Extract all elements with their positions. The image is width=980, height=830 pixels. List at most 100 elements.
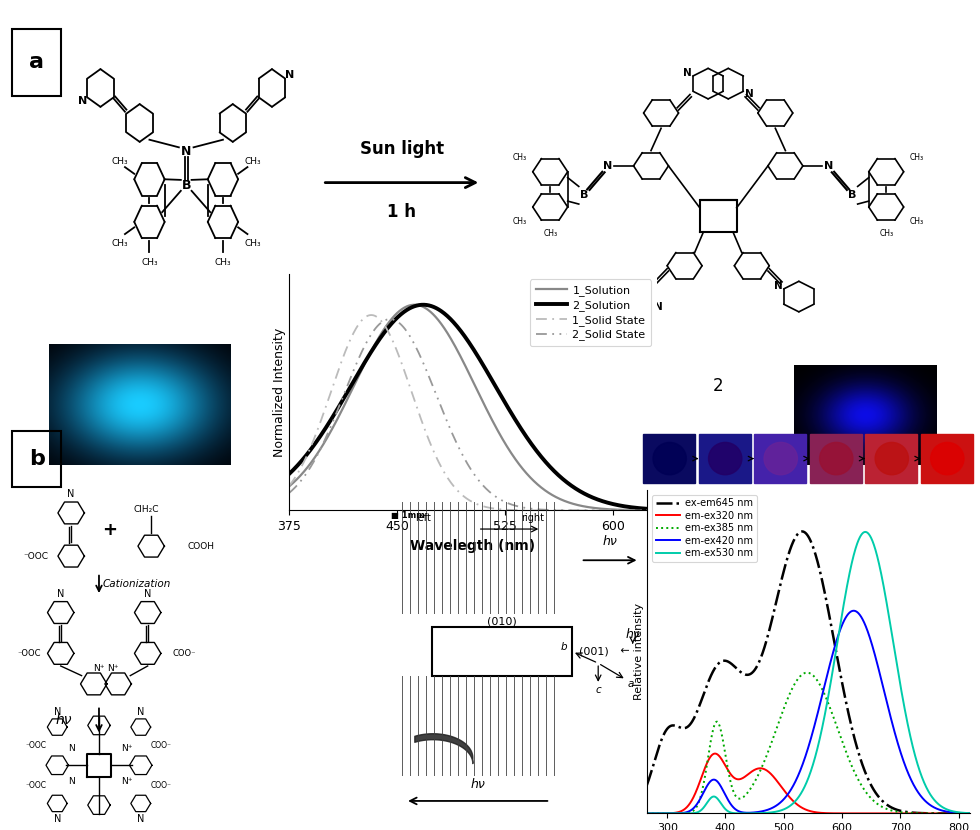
ex-em645 nm [696, 696, 708, 706]
1_Solid State [378, 320, 390, 330]
Text: N⁺: N⁺ [93, 665, 105, 673]
2_Solution [348, 375, 360, 385]
Text: a: a [627, 679, 634, 689]
em-ex320 nm [818, 808, 830, 818]
1_Solution [561, 496, 572, 506]
ex-em645 nm [797, 526, 808, 536]
Text: COO⁻: COO⁻ [172, 649, 196, 658]
1_Solid State [283, 481, 295, 491]
1_Solution [377, 325, 389, 334]
Circle shape [764, 442, 798, 475]
Text: CH₃: CH₃ [244, 239, 261, 247]
2_Solution [283, 469, 295, 479]
2_Solution [416, 300, 428, 310]
em-ex530 nm [684, 808, 696, 818]
em-ex385 nm [696, 789, 708, 799]
em-ex420 nm [684, 806, 696, 816]
Text: N: N [654, 302, 662, 312]
2_Solution [529, 444, 541, 454]
em-ex320 nm [811, 808, 823, 818]
Text: N: N [137, 814, 144, 824]
Line: em-ex420 nm: em-ex420 nm [647, 611, 970, 813]
Text: CH₃: CH₃ [141, 258, 158, 267]
X-axis label: Wavelegth (nm): Wavelegth (nm) [411, 539, 535, 553]
Text: CH₃: CH₃ [112, 239, 128, 247]
2_Solid State [561, 505, 572, 515]
em-ex385 nm [641, 808, 653, 818]
Bar [432, 627, 572, 676]
Circle shape [709, 442, 742, 475]
em-ex320 nm [964, 808, 976, 818]
Text: ⁻OOC: ⁻OOC [24, 552, 49, 560]
Text: ■ 1mm: ■ 1mm [391, 511, 424, 520]
2_Solution [651, 505, 662, 515]
Y-axis label: $\uparrow$
Relative intensity: $\uparrow$ Relative intensity [619, 603, 644, 701]
Text: N: N [68, 745, 74, 753]
Text: CH₃: CH₃ [909, 153, 923, 162]
Text: N: N [824, 161, 834, 171]
em-ex420 nm [696, 792, 708, 802]
Text: ⁻OOC: ⁻OOC [25, 741, 47, 749]
Line: 2_Solid State: 2_Solid State [289, 320, 657, 510]
2_Solid State [450, 437, 462, 447]
ex-em645 nm [811, 554, 823, 564]
Legend: ex-em645 nm, em-ex320 nm, em-ex385 nm, em-ex420 nm, em-ex530 nm: ex-em645 nm, em-ex320 nm, em-ex385 nm, e… [652, 495, 757, 562]
Text: N: N [144, 589, 151, 599]
Text: N: N [57, 589, 65, 599]
Text: CH₃: CH₃ [513, 153, 527, 162]
em-ex530 nm [781, 803, 793, 813]
ex-em645 nm [750, 663, 761, 673]
Text: Sun light: Sun light [360, 139, 444, 158]
Text: 1: 1 [181, 374, 191, 393]
Text: N⁺: N⁺ [122, 745, 132, 753]
Circle shape [931, 442, 964, 475]
Text: N: N [285, 71, 294, 81]
Text: CH₃: CH₃ [909, 217, 923, 226]
em-ex420 nm [848, 606, 859, 616]
1_Solid State [561, 505, 572, 515]
Circle shape [653, 442, 686, 475]
em-ex420 nm [964, 808, 976, 818]
em-ex530 nm [696, 805, 708, 815]
em-ex385 nm [781, 696, 793, 706]
Text: hν: hν [625, 628, 640, 642]
Text: hν: hν [603, 535, 617, 548]
1_Solid State [501, 505, 513, 515]
1_Solution [283, 481, 295, 491]
ex-em645 nm [641, 780, 653, 790]
em-ex320 nm [781, 789, 793, 799]
Text: a: a [29, 52, 44, 72]
em-ex320 nm [750, 764, 761, 774]
Text: 1 h: 1 h [387, 203, 416, 222]
em-ex420 nm [781, 790, 793, 800]
Text: (010): (010) [487, 617, 517, 627]
ex-em645 nm [964, 808, 976, 818]
em-ex385 nm [801, 667, 812, 677]
Text: N: N [68, 490, 74, 500]
Text: N: N [54, 814, 61, 824]
Line: em-ex530 nm: em-ex530 nm [647, 532, 970, 813]
2_Solid State [651, 505, 662, 515]
Text: Cationization: Cationization [103, 579, 172, 589]
em-ex530 nm [641, 808, 653, 818]
Text: N: N [68, 778, 74, 786]
em-ex385 nm [818, 687, 830, 697]
1_Solid State [450, 484, 462, 494]
Text: CH₃: CH₃ [879, 229, 893, 238]
em-ex420 nm [817, 685, 829, 695]
Text: N: N [745, 89, 754, 100]
Text: N⁺: N⁺ [107, 665, 119, 673]
Text: CH₃: CH₃ [244, 157, 261, 166]
2_Solution [377, 329, 389, 339]
Legend: 1_Solution, 2_Solution, 1_Solid State, 2_Solid State: 1_Solution, 2_Solution, 1_Solid State, 2… [530, 280, 651, 346]
em-ex385 nm [811, 675, 823, 685]
1_Solid State [348, 327, 360, 337]
Bar [920, 434, 973, 483]
em-ex530 nm [750, 808, 761, 818]
em-ex420 nm [641, 808, 653, 818]
Circle shape [819, 442, 853, 475]
2_Solid State [384, 315, 396, 325]
Bar [754, 434, 807, 483]
1_Solution [501, 441, 513, 451]
Text: right: right [520, 513, 544, 524]
